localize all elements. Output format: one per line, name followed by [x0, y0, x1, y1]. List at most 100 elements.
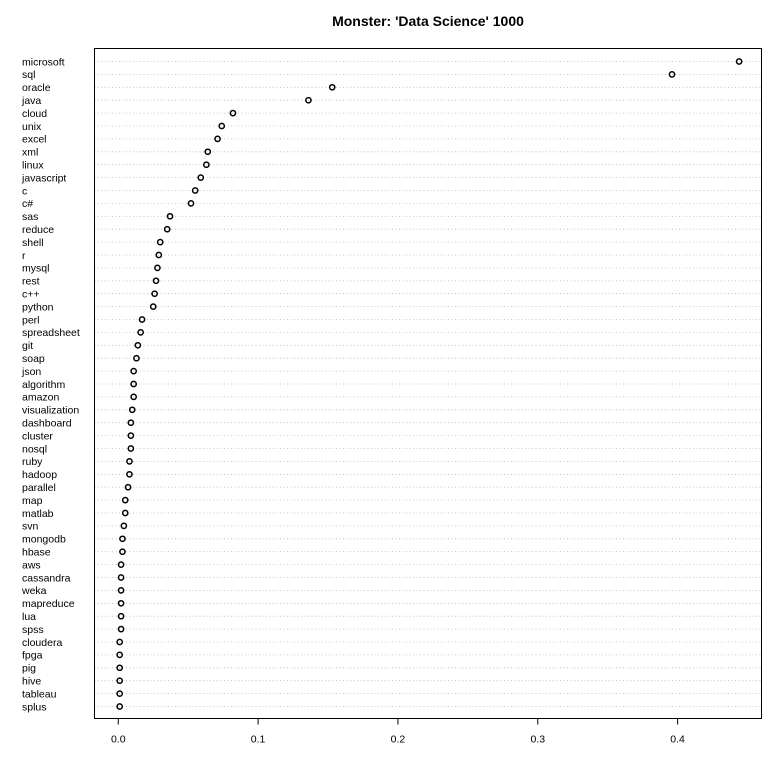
data-point-nosql [127, 445, 135, 452]
category-label-sas: sas [22, 211, 38, 223]
category-label-parallel: parallel [22, 482, 56, 494]
data-point-hbase [119, 548, 126, 556]
category-label-python: python [22, 301, 54, 313]
data-point-ruby [126, 458, 133, 465]
data-point-java [305, 96, 312, 104]
plot-frame [94, 48, 762, 719]
data-point-cloud [229, 109, 237, 117]
category-label-mapreduce: mapreduce [22, 598, 75, 610]
category-label-mongodb: mongodb [22, 534, 66, 546]
category-label-map: map [22, 495, 43, 507]
category-label-algorithm: algorithm [22, 379, 65, 391]
data-point-spss [117, 625, 125, 633]
category-label-microsoft: microsoft [22, 56, 65, 68]
data-point-tableau [116, 690, 124, 697]
category-label-hive: hive [22, 676, 41, 688]
category-label-oracle: oracle [22, 82, 51, 94]
category-label-amazon: amazon [22, 392, 60, 404]
category-label-fpga: fpga [22, 650, 43, 662]
category-label-tableau: tableau [22, 688, 57, 700]
data-point-sql [668, 71, 676, 78]
category-label-excel: excel [22, 134, 47, 146]
data-point-algorithm [130, 380, 138, 388]
category-label-reduce: reduce [22, 224, 54, 236]
data-point-cluster [127, 432, 135, 439]
data-point-mongodb [119, 535, 126, 543]
category-label-ruby: ruby [22, 456, 43, 468]
category-label-cplusplus: c++ [22, 289, 40, 301]
category-label-svn: svn [22, 521, 39, 533]
data-point-xml [204, 148, 212, 156]
category-label-rest: rest [22, 276, 40, 288]
category-label-csharp: c# [22, 198, 33, 210]
data-point-mapreduce [117, 599, 125, 607]
data-point-hive [116, 677, 124, 685]
x-tick-label: 0.2 [391, 734, 406, 746]
category-label-spreadsheet: spreadsheet [22, 327, 80, 339]
category-label-java: java [21, 95, 41, 107]
x-tick-label: 0.4 [670, 734, 685, 746]
category-label-linux: linux [22, 160, 44, 172]
data-point-shell [156, 238, 164, 246]
category-label-dashboard: dashboard [22, 418, 72, 430]
data-point-microsoft [735, 58, 743, 65]
category-label-perl: perl [22, 314, 40, 326]
category-label-matlab: matlab [22, 508, 54, 520]
category-label-c: c [22, 185, 27, 197]
data-point-csharp [187, 200, 195, 207]
category-label-r: r [22, 250, 26, 262]
category-label-sql: sql [22, 69, 35, 81]
data-point-map [121, 496, 129, 504]
category-label-json: json [21, 366, 41, 378]
category-label-unix: unix [22, 121, 42, 133]
category-label-soap: soap [22, 353, 45, 365]
data-point-cplusplus [151, 290, 158, 298]
x-tick-label: 0.3 [530, 734, 545, 746]
data-point-mysql [154, 264, 161, 272]
category-label-mysql: mysql [22, 263, 49, 275]
data-point-spreadsheet [137, 329, 144, 336]
category-label-lua: lua [22, 611, 36, 623]
category-label-cassandra: cassandra [22, 572, 71, 584]
data-point-oracle [328, 83, 336, 91]
data-points [116, 58, 743, 710]
data-point-json [130, 367, 138, 375]
category-label-aws: aws [22, 559, 41, 571]
category-label-xml: xml [22, 147, 38, 159]
grid-layer [94, 61, 762, 707]
data-point-parallel [124, 483, 132, 491]
data-point-javascript [197, 174, 205, 181]
data-point-amazon [130, 393, 138, 401]
data-point-unix [218, 122, 226, 130]
category-label-javascript: javascript [21, 172, 66, 184]
x-tick-label: 0.1 [251, 734, 266, 746]
data-point-git [134, 341, 142, 349]
data-point-dashboard [127, 419, 135, 427]
category-label-cloud: cloud [22, 108, 47, 120]
data-point-fpga [116, 651, 124, 659]
category-label-hbase: hbase [22, 547, 51, 559]
category-label-splus: splus [22, 701, 47, 713]
data-point-hadoop [126, 470, 133, 478]
data-point-svn [120, 522, 128, 530]
data-point-splus [116, 703, 124, 710]
data-point-excel [214, 135, 221, 143]
data-point-lua [117, 612, 125, 620]
category-label-weka: weka [21, 585, 47, 597]
x-tick-label: 0.0 [111, 734, 126, 746]
data-point-rest [152, 277, 160, 285]
category-label-spss: spss [22, 624, 44, 636]
data-point-visualization [128, 406, 136, 414]
data-point-cloudera [116, 638, 124, 646]
data-point-cassandra [117, 574, 125, 581]
category-label-hadoop: hadoop [22, 469, 57, 481]
category-label-pig: pig [22, 663, 36, 675]
category-label-cloudera: cloudera [22, 637, 62, 649]
data-point-c [191, 187, 199, 194]
data-point-aws [117, 561, 125, 568]
data-point-perl [138, 316, 146, 323]
data-point-pig [116, 664, 124, 672]
category-label-shell: shell [22, 237, 44, 249]
data-point-matlab [121, 509, 129, 517]
